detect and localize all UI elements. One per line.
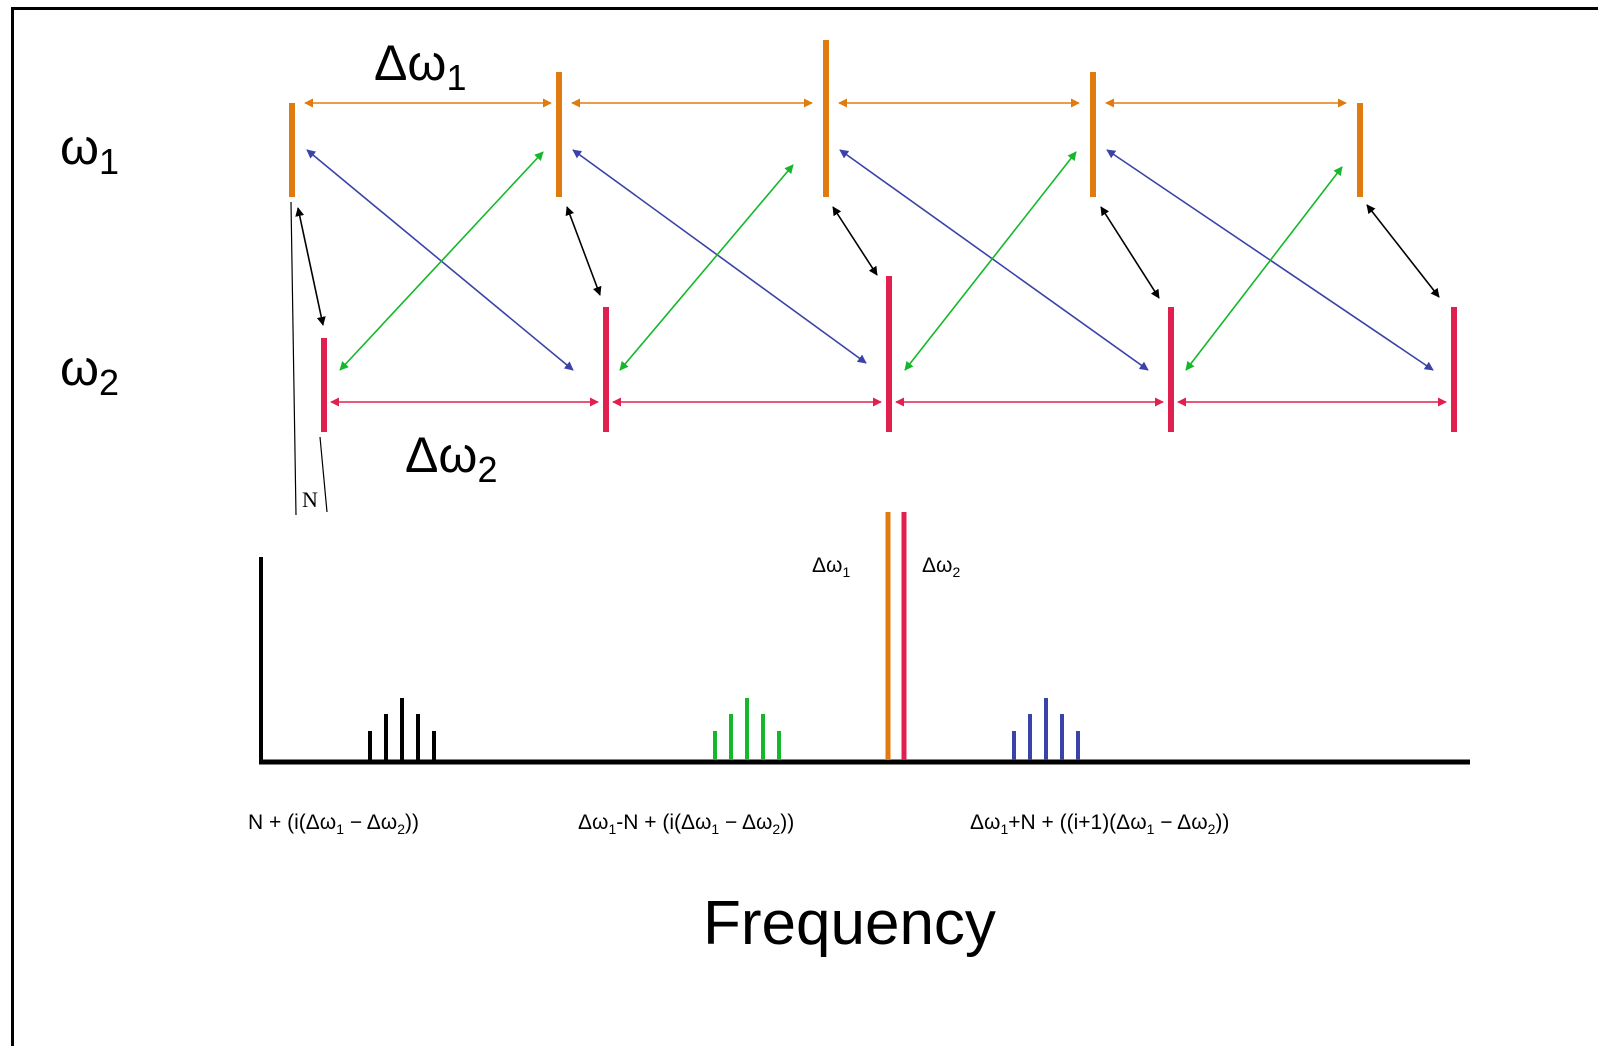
blue-group-label: Δω1+N + ((i+1)(Δω1 − Δω2))	[970, 811, 1230, 837]
n-offset-line-left	[290, 201, 297, 516]
omega-2-label: ω2	[60, 340, 120, 403]
link-arrow-black	[295, 207, 326, 326]
figure-frame	[11, 7, 1598, 1046]
peak-delta-1-label: Δω1	[812, 554, 851, 580]
cross-arrow-green	[1185, 166, 1343, 371]
x-axis-label: Frequency	[703, 889, 996, 958]
link-arrow-black	[832, 206, 878, 276]
link-arrow-black	[1366, 204, 1440, 298]
peak-delta-2-label: Δω2	[922, 554, 961, 580]
green-group-label: Δω1-N + (i(Δω1 − Δω2))	[578, 811, 795, 837]
cross-arrow-green	[339, 151, 544, 371]
n-offset-line-right	[319, 436, 328, 513]
omega-1-label: ω1	[60, 119, 120, 182]
cross-arrow-blue	[306, 149, 574, 371]
delta-omega-1-label: Δω1	[374, 35, 467, 98]
cross-arrow-green	[619, 164, 794, 371]
link-arrow-black	[565, 206, 602, 296]
n-offset-label: N	[302, 487, 318, 512]
link-arrow-black	[1100, 206, 1160, 299]
cross-arrow-blue	[572, 149, 867, 364]
cross-arrow-green	[904, 151, 1077, 371]
delta-omega-2-label: Δω2	[405, 427, 498, 490]
black-group-label: N + (i(Δω1 − Δω2))	[248, 811, 419, 837]
